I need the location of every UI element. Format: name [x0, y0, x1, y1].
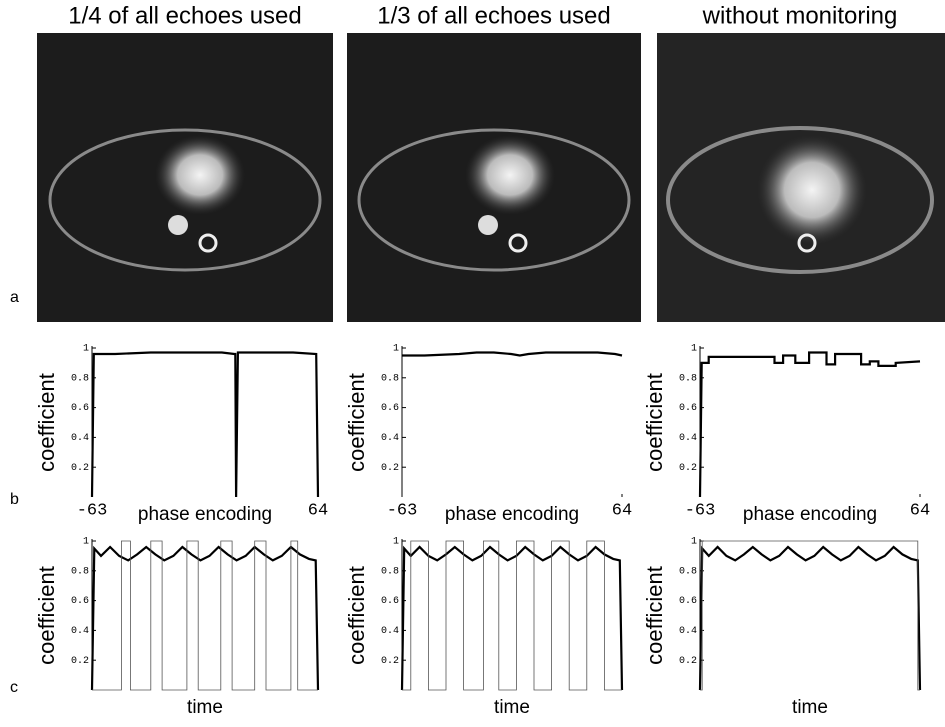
y-tick-label: 0.8 — [381, 566, 399, 577]
x-tick-label: 64 — [612, 501, 632, 520]
data-line — [90, 545, 320, 691]
x-axis-label: time — [494, 697, 530, 718]
x-axis-label: phase encoding — [138, 504, 272, 525]
y-tick-label: 0.6 — [679, 596, 697, 607]
y-tick-label: 0.8 — [679, 566, 697, 577]
column-title: 1/3 of all echoes used — [377, 2, 611, 29]
y-tick-label: 0.6 — [71, 596, 89, 607]
data-line — [402, 351, 623, 357]
y-tick-label: 0.8 — [71, 373, 89, 384]
x-axis-label: time — [187, 697, 223, 718]
y-tick-label: 0.4 — [381, 626, 399, 637]
y-tick-label: 0.6 — [381, 596, 399, 607]
x-tick-label: -63 — [387, 501, 418, 520]
x-axis-label: phase encoding — [445, 504, 579, 525]
y-tick-label: 0.2 — [381, 463, 399, 474]
panel-label: a — [10, 289, 19, 306]
x-tick-label: 64 — [910, 501, 930, 520]
mri-image — [347, 33, 641, 322]
y-axis-label: coefficient — [34, 566, 59, 665]
panel-label: b — [10, 491, 19, 508]
y-tick-label: 0.4 — [679, 626, 697, 637]
y-tick-label: 0.4 — [679, 433, 697, 444]
column-title: without monitoring — [702, 2, 898, 29]
y-tick-label: 1 — [393, 344, 399, 355]
y-tick-label: 0.4 — [71, 433, 89, 444]
data-line — [698, 545, 922, 691]
y-axis-label: coefficient — [344, 373, 369, 472]
y-tick-label: 0.2 — [679, 656, 697, 667]
y-tick-label: 1 — [393, 537, 399, 548]
y-tick-label: 0.6 — [71, 403, 89, 414]
x-tick-label: -63 — [685, 501, 716, 520]
y-tick-label: 0.8 — [71, 566, 89, 577]
data-line — [700, 540, 920, 691]
y-tick-label: 0.2 — [679, 463, 697, 474]
y-tick-label: 0.2 — [71, 463, 89, 474]
mri-image — [657, 33, 945, 322]
y-tick-label: 1 — [83, 344, 89, 355]
x-axis-label: phase encoding — [743, 504, 877, 525]
y-tick-label: 1 — [691, 537, 697, 548]
y-tick-label: 0.8 — [679, 373, 697, 384]
x-axis-label: time — [792, 697, 828, 718]
y-tick-label: 1 — [83, 537, 89, 548]
data-line — [90, 351, 320, 498]
x-tick-label: -63 — [77, 501, 108, 520]
data-line — [92, 540, 318, 691]
data-line — [400, 545, 624, 691]
panel-label: c — [10, 679, 18, 696]
y-tick-label: 0.4 — [381, 433, 399, 444]
data-line — [402, 540, 622, 691]
y-axis-label: coefficient — [642, 566, 667, 665]
y-axis-label: coefficient — [34, 373, 59, 472]
y-tick-label: 0.8 — [381, 373, 399, 384]
y-tick-label: 0.4 — [71, 626, 89, 637]
y-tick-label: 0.2 — [71, 656, 89, 667]
column-title: 1/4 of all echoes used — [68, 2, 302, 29]
mri-image — [37, 33, 333, 322]
x-tick-label: 64 — [308, 501, 328, 520]
y-tick-label: 0.6 — [381, 403, 399, 414]
y-axis-label: coefficient — [642, 373, 667, 472]
y-axis-label: coefficient — [344, 566, 369, 665]
y-tick-label: 1 — [691, 344, 697, 355]
data-line — [698, 351, 921, 498]
y-tick-label: 0.6 — [679, 403, 697, 414]
y-tick-label: 0.2 — [381, 656, 399, 667]
